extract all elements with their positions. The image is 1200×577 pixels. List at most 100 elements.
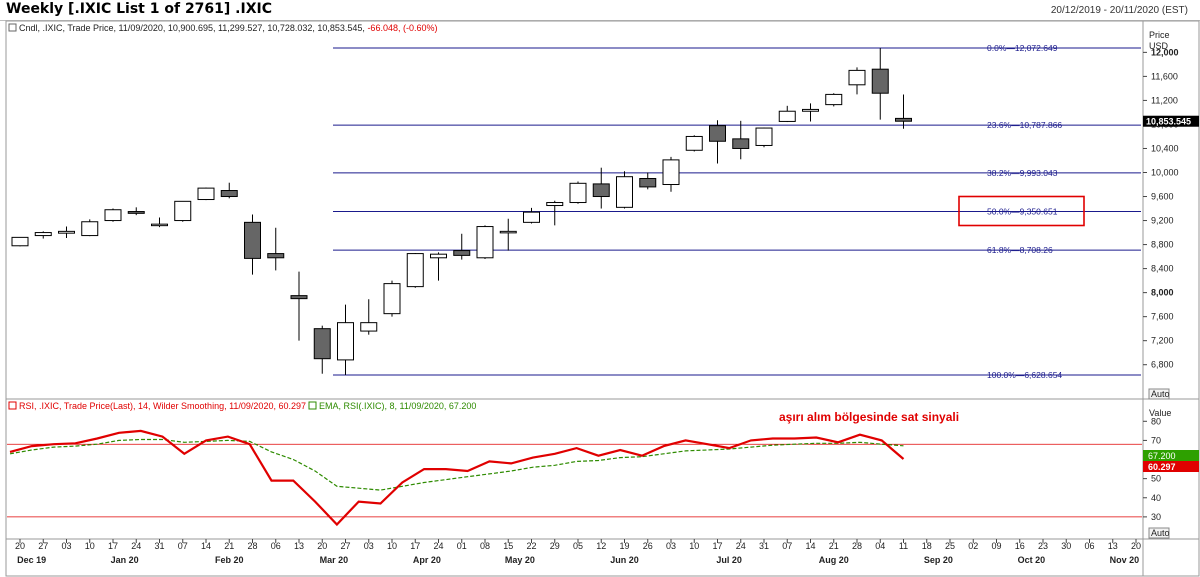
candle[interactable] <box>755 127 773 148</box>
fib-level-label: 23.6%—10,787.866 <box>987 120 1062 130</box>
candle[interactable] <box>569 181 587 204</box>
candle[interactable] <box>732 120 750 160</box>
time-tick-label: 29 <box>550 541 560 551</box>
candle-body <box>104 209 122 222</box>
month-label: Jun 20 <box>610 555 639 565</box>
price-legend: Cndl, .IXIC, Trade Price, 11/09/2020, 10… <box>8 23 437 33</box>
time-tick-label: 20 <box>1131 541 1141 551</box>
candle[interactable] <box>592 167 610 209</box>
time-tick-label: 14 <box>201 541 211 551</box>
time-tick-label: 23 <box>1038 541 1048 551</box>
candle-body <box>802 108 819 112</box>
price-panel[interactable] <box>5 20 1144 400</box>
time-tick-label: 27 <box>38 541 48 551</box>
candle[interactable] <box>662 156 680 192</box>
candle-body <box>151 223 168 227</box>
candle-body <box>871 68 889 94</box>
candle[interactable] <box>871 48 889 120</box>
rsi-tick-label: 50 <box>1151 474 1161 484</box>
candle[interactable] <box>895 94 912 129</box>
candle-body <box>267 253 285 259</box>
candle[interactable] <box>453 233 471 260</box>
candle[interactable] <box>685 135 703 152</box>
candle-body <box>11 236 29 247</box>
rsi-line <box>9 429 905 527</box>
candle-body <box>848 69 866 86</box>
legend-icon <box>8 23 17 32</box>
price-axis-panel[interactable] <box>1142 20 1200 400</box>
candle-body <box>709 125 726 142</box>
price-tick-label: 10,400 <box>1151 143 1179 153</box>
candle[interactable] <box>360 299 378 335</box>
time-tick-label: 07 <box>178 541 188 551</box>
price-auto-button[interactable]: Auto <box>1148 388 1170 400</box>
rsi-value-text: 60.297 <box>1148 462 1176 472</box>
candle[interactable] <box>290 271 308 341</box>
time-axis[interactable] <box>5 538 1144 577</box>
candle[interactable] <box>476 225 494 259</box>
last-price-tag: 10,853.545 <box>1143 115 1199 127</box>
time-tick-label: 10 <box>85 541 95 551</box>
candle[interactable] <box>34 231 52 239</box>
fib-level-label: 38.2%—9,993.043 <box>987 168 1058 178</box>
time-tick-label: 03 <box>666 541 676 551</box>
candle[interactable] <box>616 171 633 209</box>
candle[interactable] <box>639 172 657 190</box>
candle-body <box>639 178 657 188</box>
candle[interactable] <box>848 67 866 95</box>
rsi-auto-button[interactable]: Auto <box>1148 527 1170 539</box>
candle-body <box>755 127 773 146</box>
time-tick-label: 20 <box>15 541 25 551</box>
candle[interactable] <box>197 187 215 201</box>
candle[interactable] <box>81 219 99 237</box>
time-tick-label: 03 <box>364 541 374 551</box>
candle[interactable] <box>430 252 447 281</box>
candle-body <box>569 182 587 204</box>
time-tick-label: 10 <box>689 541 699 551</box>
candle[interactable] <box>220 182 238 199</box>
ema-legend-icon <box>308 401 317 410</box>
time-tick-label: 24 <box>433 541 443 551</box>
candle[interactable] <box>383 280 401 317</box>
chart-title: Weekly [.IXIC List 1 of 2761] .IXIC <box>6 1 272 17</box>
date-range: 20/12/2019 - 20/11/2020 (EST) <box>1050 5 1188 16</box>
candle[interactable] <box>778 105 796 123</box>
candle[interactable] <box>244 214 261 275</box>
time-tick-label: 21 <box>829 541 839 551</box>
candle[interactable] <box>825 93 843 107</box>
candle[interactable] <box>11 236 29 247</box>
fib-level-label: 61.8%—8,708.26 <box>987 245 1053 255</box>
month-label: Sep 20 <box>924 555 953 565</box>
candle[interactable] <box>313 325 331 374</box>
time-tick-label: 13 <box>294 541 304 551</box>
candle-body <box>430 253 447 259</box>
candle[interactable] <box>267 227 285 271</box>
ema-value-text: 67.200 <box>1148 451 1176 461</box>
month-label: Feb 20 <box>215 555 244 565</box>
price-axis-title: Price <box>1149 30 1170 40</box>
price-legend-change: -66.048, (-0.60%) <box>367 23 437 33</box>
candle[interactable] <box>546 200 564 226</box>
candle[interactable] <box>127 207 145 216</box>
candle[interactable] <box>802 103 819 122</box>
sell-signal-annotation: aşırı alım bölgesinde sat sinyali <box>779 410 959 424</box>
time-tick-label: 15 <box>503 541 513 551</box>
candle[interactable] <box>499 218 517 251</box>
price-tick-label: 8,400 <box>1151 264 1174 274</box>
rsi-panel[interactable] <box>5 398 1144 540</box>
candle[interactable] <box>151 217 168 228</box>
candle[interactable] <box>174 200 192 222</box>
candle[interactable] <box>523 207 540 224</box>
time-tick-label: 06 <box>271 541 281 551</box>
candle[interactable] <box>709 120 726 164</box>
svg-text:Cndl, .IXIC, Trade Price, 11/0: Cndl, .IXIC, Trade Price, 11/09/2020, 10… <box>19 23 437 33</box>
candle[interactable] <box>337 304 354 375</box>
fib-level-label: 0.0%—12,072.649 <box>987 43 1058 53</box>
candle-body <box>476 226 494 259</box>
candle[interactable] <box>104 208 122 222</box>
price-axis-unit: USD <box>1149 41 1169 51</box>
time-tick-label: 13 <box>1108 541 1118 551</box>
candle[interactable] <box>406 252 424 288</box>
candle[interactable] <box>58 226 75 238</box>
